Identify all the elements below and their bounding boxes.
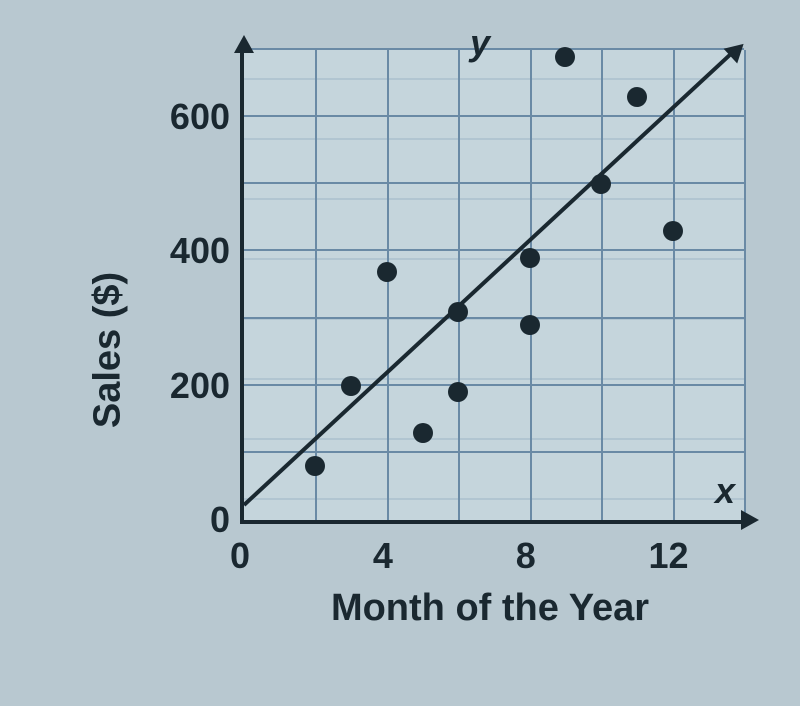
y-tick-label: 0 (140, 499, 230, 541)
data-point (591, 174, 611, 194)
grid-line-horizontal (244, 115, 744, 117)
x-axis-label: Month of the Year (331, 587, 649, 630)
data-point (341, 376, 361, 396)
data-point (663, 221, 683, 241)
arrow-icon (741, 510, 759, 530)
y-tick-label: 200 (140, 365, 230, 407)
x-axis-name: x (715, 470, 735, 512)
data-point (448, 382, 468, 402)
grid-line-vertical (315, 50, 317, 520)
arrow-icon (234, 35, 254, 53)
x-tick-label: 8 (516, 535, 536, 577)
data-point (555, 47, 575, 67)
data-point (520, 248, 540, 268)
chart-container: Sales ($) y x 0200400600 04812 Month of … (60, 40, 760, 660)
y-axis-name: y (470, 22, 490, 64)
data-point (520, 315, 540, 335)
grid-line-vertical (744, 50, 746, 520)
grid-line-vertical (458, 50, 460, 520)
grid-line-horizontal (244, 384, 744, 386)
grid-line-horizontal (244, 182, 744, 184)
grid-line-horizontal (244, 48, 744, 50)
grid-line-vertical (673, 50, 675, 520)
x-tick-label: 4 (373, 535, 393, 577)
plot-area (240, 50, 744, 524)
y-axis-label: Sales ($) (87, 272, 130, 428)
y-tick-label: 400 (140, 230, 230, 272)
y-tick-label: 600 (140, 96, 230, 138)
grid-line-horizontal (244, 451, 744, 453)
data-point (305, 456, 325, 476)
x-tick-label: 0 (230, 535, 250, 577)
data-point (377, 262, 397, 282)
data-point (627, 87, 647, 107)
grid-line-vertical (387, 50, 389, 520)
data-point (448, 302, 468, 322)
x-tick-label: 12 (649, 535, 689, 577)
grid-line-vertical (601, 50, 603, 520)
grid-line-horizontal (244, 317, 744, 319)
data-point (413, 423, 433, 443)
grid-line-vertical (530, 50, 532, 520)
grid-line-horizontal (244, 249, 744, 251)
